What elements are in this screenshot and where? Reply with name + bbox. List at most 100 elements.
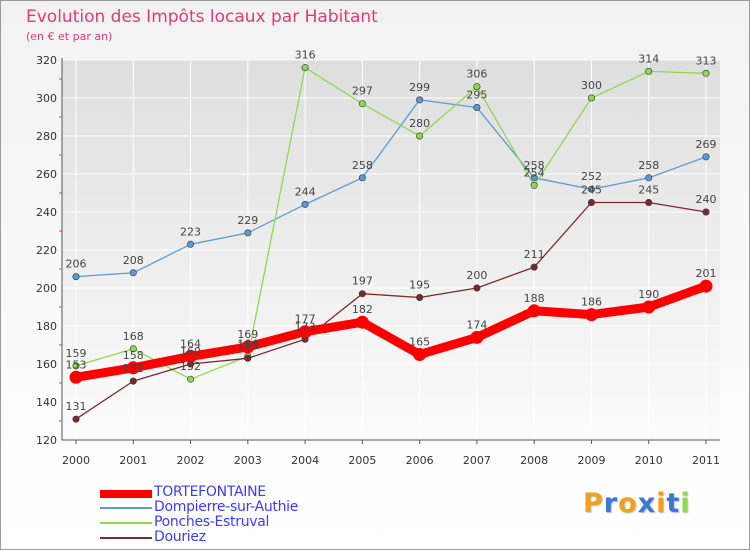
- series-line-ponches-estruval: [75, 66, 707, 380]
- data-label-tortefontaine: 186: [581, 296, 602, 309]
- data-point-ponches-estruval: [416, 132, 424, 140]
- data-label-tortefontaine: 190: [638, 288, 659, 301]
- data-label-douriez: 245: [638, 184, 659, 197]
- data-point-ponches-estruval: [645, 67, 653, 75]
- data-point-tortefontaine: [584, 308, 598, 322]
- data-label-douriez: 160: [180, 345, 201, 358]
- data-label-dompierre-sur-authie: 299: [409, 81, 430, 94]
- data-point-dompierre-sur-authie: [301, 200, 309, 208]
- data-point-ponches-estruval: [530, 181, 538, 189]
- data-point-dompierre-sur-authie: [645, 174, 653, 182]
- data-label-ponches-estruval: 300: [581, 79, 602, 92]
- data-label-douriez: 197: [352, 275, 373, 288]
- data-label-dompierre-sur-authie: 269: [696, 138, 717, 151]
- data-point-tortefontaine: [126, 361, 140, 375]
- y-tick-label: 280: [36, 130, 57, 143]
- data-point-ponches-estruval: [702, 69, 710, 77]
- x-tick-label: 2011: [692, 454, 720, 467]
- data-label-dompierre-sur-authie: 258: [352, 159, 373, 172]
- data-point-tortefontaine: [69, 370, 83, 384]
- data-label-douriez: 245: [581, 184, 602, 197]
- data-label-tortefontaine: 174: [466, 318, 487, 331]
- data-label-douriez: 151: [123, 362, 144, 375]
- x-tick-label: 2000: [62, 454, 90, 467]
- data-point-douriez: [72, 415, 80, 423]
- data-point-tortefontaine: [298, 325, 312, 339]
- data-point-dompierre-sur-authie: [358, 174, 366, 182]
- data-point-ponches-estruval: [187, 375, 195, 383]
- y-tick-label: 220: [36, 244, 57, 257]
- data-point-douriez: [416, 293, 424, 301]
- y-tick-label: 140: [36, 396, 57, 409]
- data-point-dompierre-sur-authie: [530, 174, 538, 182]
- data-point-douriez: [587, 199, 595, 207]
- data-point-tortefontaine: [413, 348, 427, 361]
- data-label-ponches-estruval: 159: [66, 347, 87, 360]
- data-point-dompierre-sur-authie: [702, 153, 710, 161]
- data-point-dompierre-sur-authie: [244, 229, 252, 237]
- y-tick-label: 260: [36, 168, 57, 181]
- data-label-douriez: 240: [696, 193, 717, 206]
- data-label-douriez: 195: [409, 279, 430, 292]
- data-label-ponches-estruval: 306: [466, 68, 487, 81]
- data-label-tortefontaine: 164: [180, 337, 201, 350]
- logo-letter: t: [666, 488, 681, 519]
- data-point-ponches-estruval: [301, 64, 309, 72]
- data-point-dompierre-sur-authie: [587, 185, 595, 193]
- x-tick-label: 2007: [463, 454, 491, 467]
- data-point-dompierre-sur-authie: [72, 273, 80, 281]
- data-label-dompierre-sur-authie: 258: [524, 159, 545, 172]
- y-tick-label: 120: [36, 434, 57, 447]
- y-tick-label: 320: [36, 54, 57, 67]
- logo-letter: o: [618, 488, 638, 519]
- x-tick-label: 2001: [119, 454, 147, 467]
- data-label-dompierre-sur-authie: 229: [237, 214, 258, 227]
- x-tick-label: 2004: [291, 454, 319, 467]
- data-label-tortefontaine: 158: [123, 349, 144, 362]
- chart-title: Evolution des Impôts locaux par Habitant: [26, 7, 378, 27]
- data-label-ponches-estruval: 280: [409, 117, 430, 130]
- data-point-douriez: [129, 377, 137, 385]
- data-point-ponches-estruval: [72, 362, 80, 370]
- data-point-tortefontaine: [241, 340, 255, 354]
- legend-swatch: [100, 490, 152, 498]
- data-label-douriez: 131: [66, 400, 87, 413]
- data-label-douriez: 163: [237, 339, 258, 352]
- data-point-tortefontaine: [642, 300, 656, 314]
- data-label-tortefontaine: 188: [524, 292, 545, 305]
- data-label-tortefontaine: 153: [66, 358, 87, 371]
- data-label-dompierre-sur-authie: 244: [295, 185, 316, 198]
- data-label-ponches-estruval: 313: [696, 54, 717, 67]
- logo-letter: i: [656, 488, 667, 519]
- data-label-dompierre-sur-authie: 223: [180, 225, 201, 238]
- data-label-douriez: 173: [295, 320, 316, 333]
- series-line-dompierre-sur-authie: [75, 99, 707, 278]
- data-label-dompierre-sur-authie: 258: [638, 159, 659, 172]
- data-point-dompierre-sur-authie: [473, 104, 481, 112]
- y-tick-label: 180: [36, 320, 57, 333]
- x-tick-label: 2010: [635, 454, 663, 467]
- proxiti-logo: Proxiti: [583, 488, 691, 519]
- series-line-douriez: [75, 201, 707, 420]
- data-label-ponches-estruval: 316: [295, 49, 316, 62]
- series-line-tortefontaine: [71, 281, 711, 382]
- data-point-ponches-estruval: [587, 94, 595, 102]
- data-point-tortefontaine: [527, 304, 541, 318]
- y-tick-label: 200: [36, 282, 57, 295]
- data-label-tortefontaine: 165: [409, 336, 430, 349]
- data-label-ponches-estruval: 152: [180, 360, 201, 373]
- data-point-douriez: [645, 199, 653, 207]
- legend-swatch: [100, 507, 152, 509]
- data-point-ponches-estruval: [358, 100, 366, 108]
- legend-label: TORTEFONTAINE: [154, 484, 266, 500]
- data-point-douriez: [358, 290, 366, 298]
- x-tick-label: 2005: [348, 454, 376, 467]
- legend-swatch: [100, 537, 152, 539]
- logo-letter: x: [637, 488, 657, 519]
- logo-letter: r: [603, 488, 619, 519]
- x-tick-label: 2008: [520, 454, 548, 467]
- x-tick-label: 2002: [177, 454, 205, 467]
- data-label-tortefontaine: 201: [696, 267, 717, 280]
- legend-label: Dompierre-sur-Authie: [154, 499, 299, 515]
- data-label-ponches-estruval: 254: [524, 166, 545, 179]
